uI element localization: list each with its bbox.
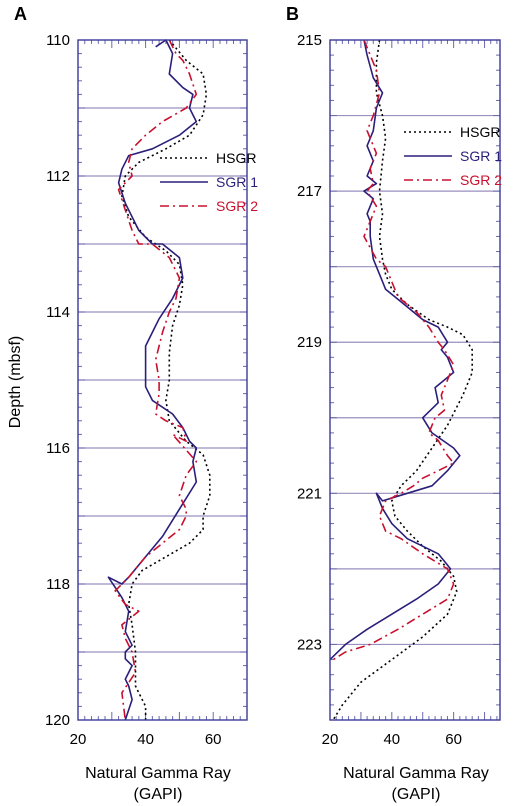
panel-b-x-tick-label: 20 [322,731,339,748]
panel-a-frame [77,39,248,721]
panel-b-y-tick-label: 217 [297,183,322,200]
panel-a-x-tick-label: 60 [205,731,222,748]
panel-a-series-sgr-1 [107,39,198,721]
legend-label: SGR 2 [460,172,502,188]
panel-b-x-axis-unit: (GAPI) [392,786,441,803]
panel-a-x-tick-label: 20 [70,731,87,748]
legend-label: HSGR [460,124,500,140]
panel-b-y-tick-label: 219 [297,334,322,351]
panel-a-x-axis-title: Natural Gamma Ray [85,765,231,782]
panel-a-y-tick-label: 120 [45,712,70,729]
panel-b-x-tick-label: 60 [445,731,462,748]
panel-b-x-axis-title: Natural Gamma Ray [343,765,489,782]
panel-a-x-axis-unit: (GAPI) [134,786,183,803]
panel-b-y-tick-label: 223 [297,636,322,653]
panel-a-label: A [14,4,27,24]
panel-a-y-tick-label: 110 [46,32,70,49]
panel-a-y-tick-label: 112 [46,168,70,185]
panel-a-series-sgr-2 [114,39,198,721]
panel-b-series-hsgr [332,39,474,721]
panel-b-series-sgr-2 [332,39,455,661]
panel-b-label: B [286,4,299,24]
panel-b-series-sgr-1 [329,39,461,661]
legend-label: SGR 2 [216,198,258,214]
legend-label: HSGR [216,150,256,166]
panel-a-legend: HSGR SGR 1 SGR 2 [160,150,258,214]
panel-b-legend: HSGR SGR 1 SGR 2 [404,124,502,188]
panel-b: B 215 217 219 221 223 20 40 60 HSGR SGR 1 SGR 2 Na… [286,4,502,803]
panel-b-plot-area: 215 217 219 221 223 20 40 60 HSGR SGR 1 SGR 2 [297,32,502,748]
panel-b-x-tick-label: 40 [383,731,400,748]
panel-a-y-tick-label: 118 [46,576,70,593]
legend-label: SGR 1 [460,148,502,164]
panel-a-y-tick-label: 116 [46,440,70,457]
panel-a-y-tick-label: 114 [46,304,70,321]
panel-b-y-tick-label: 215 [297,32,322,49]
panel-a-series-hsgr [121,39,211,720]
legend-label: SGR 1 [216,174,258,190]
panel-a-y-axis-title: Depth (mbsf) [7,336,24,428]
panel-a-x-tick-label: 40 [137,731,154,748]
panel-b-frame [329,39,501,721]
panel-b-y-tick-label: 221 [297,485,322,502]
